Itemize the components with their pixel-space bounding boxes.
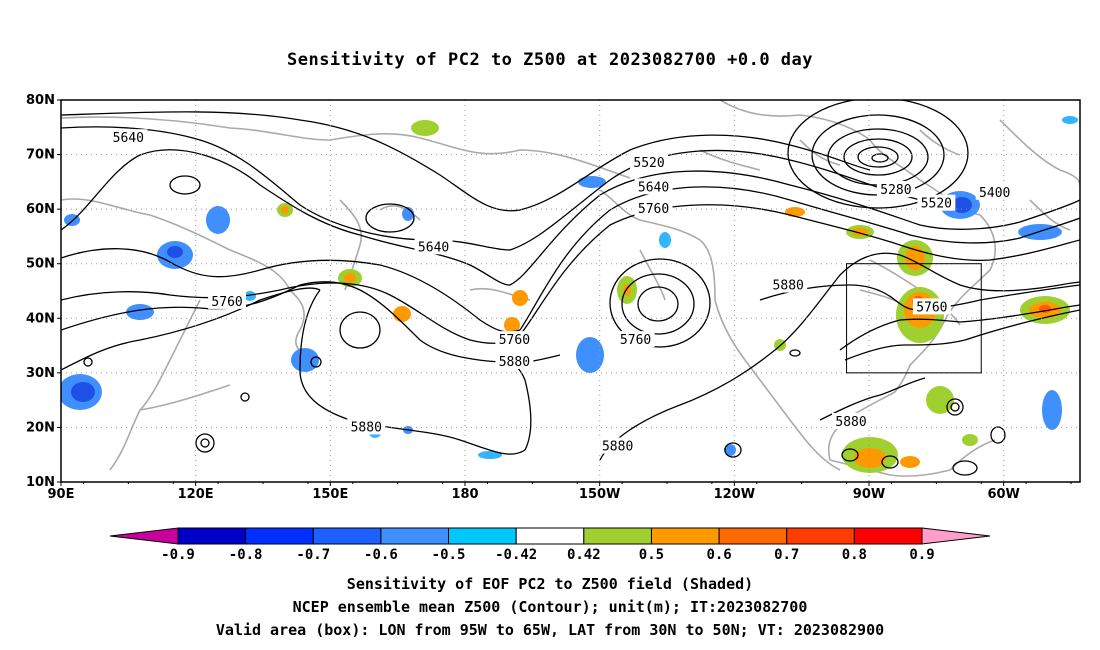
contour-label: 5280	[880, 183, 911, 198]
lat-label: 20N	[26, 420, 55, 435]
contour-label-bg	[616, 331, 655, 348]
contour-label-bg	[634, 178, 673, 195]
contour-label: 5760	[916, 300, 947, 315]
colorbar-bin	[853, 527, 923, 545]
lon-label: 180	[451, 487, 478, 502]
contour-label: 5760	[499, 333, 530, 348]
lon-label: 150W	[579, 487, 620, 502]
contour-label: 5520	[633, 156, 664, 171]
colorbar-label: 0.9	[909, 547, 934, 563]
lon-label: 150E	[312, 487, 348, 502]
colorbar-label: -0.5	[432, 547, 466, 563]
contour-labels: 5640 5640 5760 5760 5880 5880 5520 5640 5760 5760…	[109, 129, 1014, 455]
plot-frame	[60, 99, 1081, 483]
colorbar-bin	[380, 527, 450, 545]
colorbar-label: 0.6	[706, 547, 731, 563]
contour-label: 5640	[113, 131, 144, 146]
colorbar-label: -0.7	[296, 547, 330, 563]
colorbar-bin	[650, 527, 720, 545]
colorbar	[109, 527, 991, 545]
contour-label-bg	[598, 437, 637, 454]
contour-label-bg	[347, 418, 386, 435]
colorbar-label: -0.42	[495, 547, 537, 563]
contour-label-bg	[912, 298, 951, 315]
contour-label-bg	[414, 238, 453, 255]
colorbar-bin	[245, 527, 314, 545]
sensitivity-map: 5640 5640 5760 5760 5880 5880 5520 5640 5760 5760…	[26, 93, 1081, 563]
contour-label-bg	[917, 194, 956, 211]
colorbar-label: 0.7	[774, 547, 799, 563]
lat-label: 10N	[26, 475, 55, 490]
contour-label-bg	[109, 129, 148, 146]
contour-label-bg	[208, 292, 247, 309]
colorbar-bin	[312, 527, 382, 545]
colorbar-bin	[583, 527, 652, 545]
colorbar-label: -0.6	[364, 547, 398, 563]
colorbar-bin	[448, 527, 517, 545]
contour-label-bg	[876, 181, 915, 198]
lon-label: 60W	[987, 487, 1019, 502]
latitude-labels: 80N 70N 60N 50N 40N 30N 20N 10N	[26, 93, 55, 490]
contour-label-bg	[832, 412, 871, 429]
lon-label: 90E	[48, 487, 75, 502]
colorbar-label: 0.5	[639, 547, 664, 563]
colorbar-low-extension	[109, 527, 179, 545]
contour-label: 5640	[418, 240, 449, 255]
longitude-labels: 90E 120E 150E 180 150W 120W 90W 60W	[48, 487, 1020, 502]
lat-label: 40N	[26, 311, 55, 326]
lon-label: 120W	[714, 487, 755, 502]
contour-label: 5640	[638, 180, 669, 195]
colorbar-bin	[177, 527, 247, 545]
contour-label: 5880	[835, 415, 866, 430]
contour-label: 5880	[773, 279, 804, 294]
colorbar-bin	[515, 527, 585, 545]
lat-label: 70N	[26, 148, 55, 163]
contour-label: 5880	[499, 355, 530, 370]
lat-label: 60N	[26, 202, 55, 217]
contour-label-bg	[634, 200, 673, 217]
lon-label: 120E	[178, 487, 214, 502]
contour-label-bg	[630, 153, 669, 170]
graticule	[61, 100, 1080, 482]
valid-area-box	[846, 263, 982, 374]
caption-shaded: Sensitivity of EOF PC2 to Z500 field (Sh…	[346, 575, 754, 593]
contour-label-bg	[769, 276, 808, 293]
colorbar-bin	[718, 527, 788, 545]
colorbar-label: -0.8	[229, 547, 263, 563]
colorbar-bin	[786, 527, 855, 545]
colorbar-high-extension	[921, 527, 991, 545]
contour-label-bg	[495, 331, 534, 348]
contour-label: 5760	[211, 295, 242, 310]
colorbar-label: 0.8	[842, 547, 867, 563]
contour-label: 5400	[979, 186, 1010, 201]
contour-label: 5880	[351, 420, 382, 435]
map-title: Sensitivity of PC2 to Z500 at 2023082700…	[286, 50, 813, 70]
caption-valid-area: Valid area (box): LON from 95W to 65W, L…	[215, 621, 885, 639]
contour-label: 5760	[620, 333, 651, 348]
caption-contour: NCEP ensemble mean Z500 (Contour); unit(…	[292, 598, 808, 616]
colorbar-label: 0.42	[567, 547, 601, 563]
lat-label: 80N	[26, 93, 55, 108]
colorbar-labels: -0.9 -0.8 -0.7 -0.6 -0.5 -0.42 0.42 0.5 0.6 0.7 0.…	[161, 547, 935, 563]
colorbar-label: -0.9	[161, 547, 195, 563]
contour-label: 5760	[638, 202, 669, 217]
lat-label: 30N	[26, 366, 55, 381]
contour-label-bg	[495, 352, 534, 369]
lon-label: 90W	[853, 487, 885, 502]
lat-label: 50N	[26, 257, 55, 272]
contour-label: 5520	[921, 197, 952, 212]
contour-label-bg	[975, 183, 1014, 200]
axis-ticks	[57, 99, 1072, 486]
contour-label: 5880	[602, 440, 633, 455]
